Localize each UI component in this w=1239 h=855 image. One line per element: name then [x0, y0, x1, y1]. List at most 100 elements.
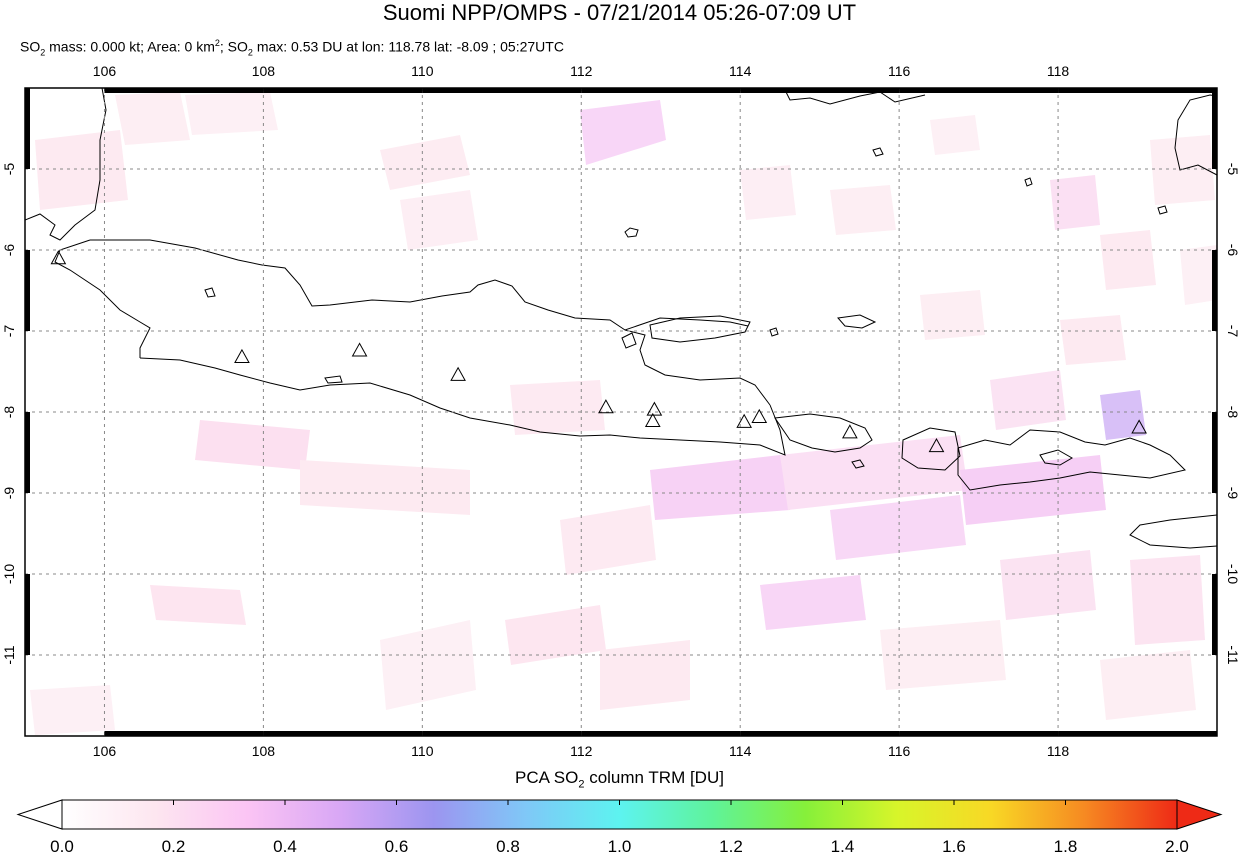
max-subscript: 2 [247, 47, 253, 58]
frame-tickbar-left [25, 412, 30, 493]
coastline-java-east [624, 329, 771, 406]
frame-tickbar-top [104, 88, 264, 93]
colorbar-title-pre: PCA SO [515, 768, 579, 787]
frame-tickbar-top [263, 88, 423, 93]
frame-tickbar-left [25, 250, 30, 331]
colorbar-tick-label: 0.6 [385, 837, 409, 855]
volcano-triangle-icon [644, 412, 661, 428]
colorbar-tick-label: 0.0 [50, 837, 74, 855]
colorbar-under-triangle [16, 799, 63, 830]
so2-pixel [830, 185, 896, 235]
so2-pixel [780, 435, 968, 510]
lat-label-left: -7 [1, 325, 17, 338]
lon-label-bottom: 114 [729, 743, 752, 759]
so2-pixel [35, 130, 128, 210]
lat-label-left: -9 [1, 487, 17, 500]
coastline-island [324, 375, 343, 384]
lon-label-bottom: 108 [252, 743, 276, 759]
so2-pixel [30, 685, 115, 735]
so2-pixel [990, 370, 1066, 430]
so2-pixel [740, 165, 796, 220]
coastline-sumba [1129, 514, 1217, 549]
coastline-island [621, 332, 637, 349]
volcano-triangle-icon [928, 437, 945, 453]
colorbar-tick-label: 0.2 [162, 837, 186, 855]
frame-tickbar-top [1058, 88, 1217, 93]
coastline-lombok [901, 427, 961, 471]
so2-pixel-layer [30, 92, 1217, 735]
so2-pixel [1100, 230, 1156, 290]
area-superscript: 2 [214, 38, 220, 48]
coastline-island [1024, 177, 1033, 187]
frame-tickbar-top [422, 88, 582, 93]
colorbar-labels: 0.0 0.2 0.4 0.6 0.8 1.0 1.2 1.4 1.6 1.8 2.0 [50, 800, 1189, 855]
so2-pixel [960, 455, 1106, 525]
lat-label-left: -5 [1, 163, 17, 176]
lon-label-top: 110 [411, 63, 434, 79]
colorbar-title-subscript: 2 [578, 778, 585, 791]
lat-label-right: -10 [1225, 564, 1239, 584]
so2-pixel [505, 605, 606, 665]
so2-pixel [600, 640, 690, 710]
lon-label-top: 118 [1047, 63, 1070, 79]
so2-pixel [1150, 135, 1215, 205]
so2-pixel [1060, 315, 1126, 365]
so2-pixel [930, 115, 980, 155]
volcano-triangle-icon [736, 413, 753, 428]
lon-label-top: 106 [93, 63, 117, 79]
colorbar-tick-label: 2.0 [1165, 837, 1189, 855]
volcano-triangle-icon [450, 366, 466, 381]
colorbar-tick-label: 0.8 [496, 837, 520, 855]
frame-tickbar-bottom [263, 731, 423, 736]
so2-pixel [115, 92, 190, 145]
lat-label-right: -5 [1225, 163, 1239, 176]
frame-tickbar-right [1212, 574, 1217, 655]
so2-pixel [580, 100, 666, 165]
frame-tickbar-bottom [104, 731, 264, 736]
so2-pixel [380, 620, 476, 710]
so2-pixel [650, 455, 790, 520]
colorbar-tick-label: 1.2 [719, 837, 743, 855]
lon-label-top: 112 [570, 63, 593, 79]
lat-label-left: -11 [1, 645, 17, 664]
frame-tickbar-bottom [740, 731, 900, 736]
frame-tickbar-top [899, 88, 1059, 93]
so2-pixel [195, 420, 310, 470]
so2-pixel [1180, 245, 1217, 305]
frame-tickbar-right [1212, 412, 1217, 493]
volcano-triangle-icon [1131, 419, 1147, 434]
volcano-triangle-icon [751, 408, 768, 423]
frame-tickbar-right [1212, 250, 1217, 331]
so2-pixel [1100, 390, 1146, 440]
coastline-java-west [54, 239, 151, 358]
so2-pixel [185, 92, 278, 135]
colorbar-title: PCA SO2 column TRM [DU] [0, 768, 1239, 790]
colorbar: 0.0 0.2 0.4 0.6 0.8 1.0 1.2 1.4 1.6 1.8 2.0 [16, 799, 1223, 855]
mass-text: mass: 0.000 kt; Area: 0 km [45, 38, 215, 55]
lat-label-right: -11 [1225, 645, 1239, 664]
frame-tickbar-left [25, 574, 30, 655]
so2-pixel [400, 190, 478, 250]
frame-tickbar-bottom [581, 731, 741, 736]
so2-pixel [510, 380, 605, 435]
coastline-java-south [139, 357, 786, 456]
coastline-island [851, 459, 865, 469]
lat-label-right: -6 [1225, 244, 1239, 257]
map-frame [24, 87, 1218, 737]
colorbar-over-triangle [1176, 799, 1223, 830]
lon-label-bottom: 112 [570, 743, 593, 759]
so2-pixel [920, 290, 985, 340]
coastline-island [204, 287, 216, 298]
lat-label-left: -8 [1, 406, 17, 419]
colorbar-tick-label: 1.6 [942, 837, 966, 855]
frame-tickbar-left [25, 88, 30, 169]
coastline-java-north [90, 239, 749, 331]
coastline-island [1157, 205, 1168, 215]
lat-label-left: -6 [1, 244, 17, 257]
coastline-sumbawa [957, 429, 1186, 491]
colorbar-tick-label: 1.0 [608, 837, 632, 855]
lon-label-top: 116 [888, 63, 911, 79]
so2-pixel [1100, 650, 1196, 720]
lat-label-right: -7 [1225, 325, 1239, 338]
lat-label-right: -8 [1225, 406, 1239, 419]
